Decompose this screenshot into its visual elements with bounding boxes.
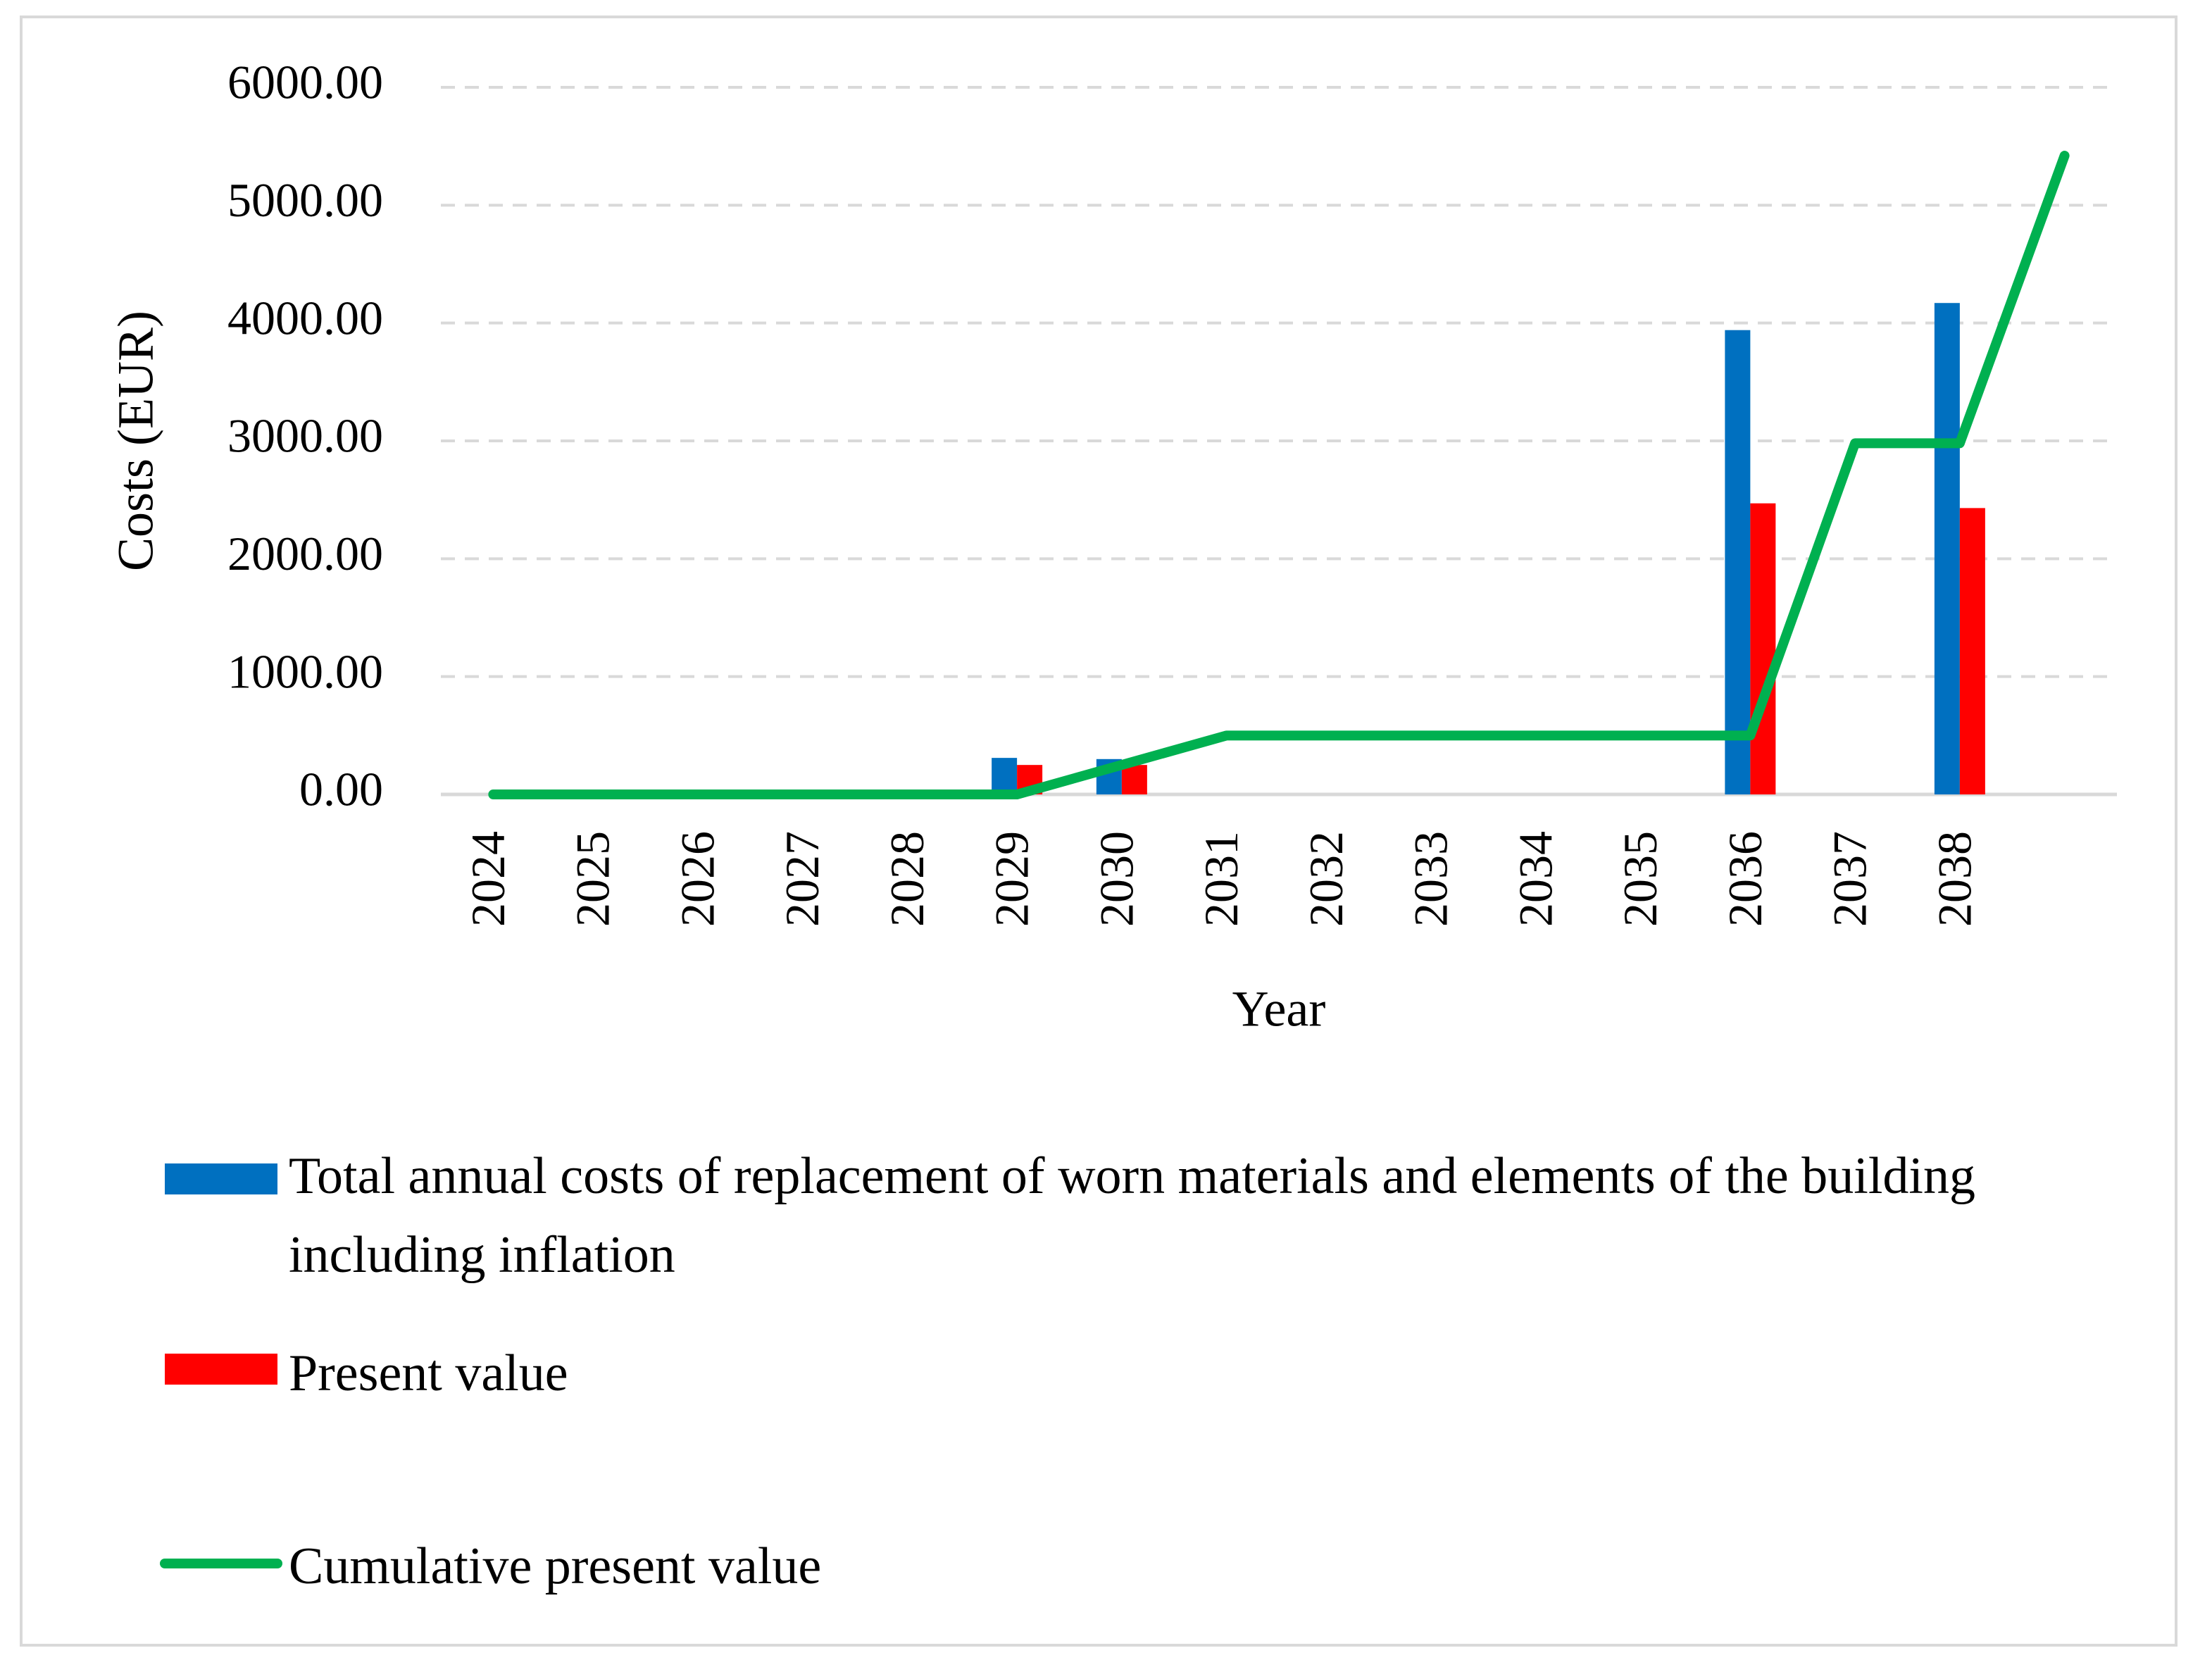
x-tick-label: 2038 bbox=[1927, 831, 1981, 927]
legend-item: Total annual costs of replacement of wor… bbox=[289, 1148, 1975, 1285]
y-tick-label: 6000.00 bbox=[227, 56, 383, 109]
legend-label: Cumulative present value bbox=[289, 1538, 822, 1596]
legend-label: Total annual costs of replacement of wor… bbox=[289, 1148, 1975, 1285]
x-tick-label: 2025 bbox=[566, 831, 620, 927]
chart-frame bbox=[20, 15, 2177, 1647]
x-tick-label: 2030 bbox=[1089, 831, 1143, 927]
x-tick-label: 2037 bbox=[1823, 831, 1877, 927]
y-tick-label: 4000.00 bbox=[227, 291, 383, 344]
line bbox=[488, 151, 2070, 799]
legend-item: Present value bbox=[289, 1345, 568, 1403]
legend-swatch bbox=[165, 1354, 277, 1385]
bar bbox=[1959, 508, 1985, 794]
x-tick-label: 2028 bbox=[880, 831, 934, 927]
x-axis-title: Year bbox=[1232, 981, 1326, 1037]
y-tick-label: 1000.00 bbox=[227, 644, 383, 698]
x-tick-label: 2029 bbox=[985, 831, 1039, 927]
x-tick-label: 2034 bbox=[1508, 831, 1562, 927]
bar bbox=[1725, 330, 1751, 794]
x-tick-label: 2024 bbox=[461, 831, 515, 927]
x-tick-label: 2031 bbox=[1194, 831, 1248, 927]
y-tick-label: 5000.00 bbox=[227, 173, 383, 227]
y-axis-title: Costs (EUR) bbox=[108, 311, 164, 571]
x-tick-label: 2032 bbox=[1299, 831, 1353, 927]
legend-label: Present value bbox=[289, 1345, 568, 1403]
bar bbox=[992, 758, 1018, 794]
bar bbox=[1121, 765, 1147, 794]
x-tick-label: 2026 bbox=[670, 831, 724, 927]
x-tick-label: 2035 bbox=[1613, 831, 1667, 927]
bar bbox=[1934, 303, 1960, 795]
x-tick-label: 2027 bbox=[775, 831, 829, 927]
y-tick-label: 0.00 bbox=[299, 763, 383, 816]
legend-swatch bbox=[165, 1163, 277, 1194]
legend-item: Cumulative present value bbox=[289, 1538, 822, 1596]
x-tick-label: 2036 bbox=[1718, 831, 1772, 927]
y-tick-label: 2000.00 bbox=[227, 527, 383, 580]
x-tick-label: 2033 bbox=[1404, 831, 1458, 927]
y-tick-label: 3000.00 bbox=[227, 409, 383, 463]
bar bbox=[1750, 503, 1776, 794]
